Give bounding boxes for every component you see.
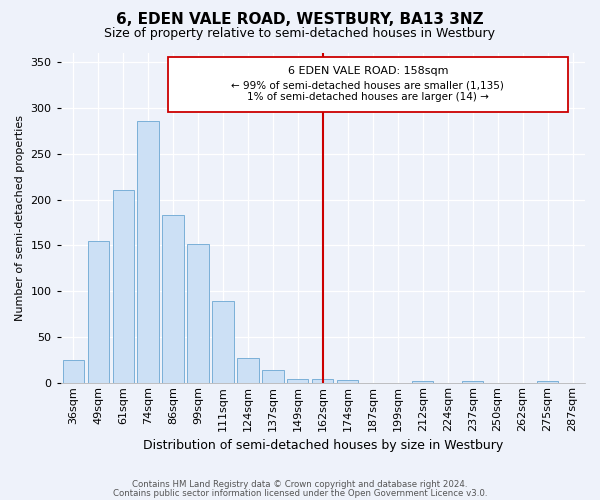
Bar — [137, 122, 159, 384]
Bar — [462, 382, 483, 384]
X-axis label: Distribution of semi-detached houses by size in Westbury: Distribution of semi-detached houses by … — [143, 440, 503, 452]
Text: Contains HM Land Registry data © Crown copyright and database right 2024.: Contains HM Land Registry data © Crown c… — [132, 480, 468, 489]
Text: Size of property relative to semi-detached houses in Westbury: Size of property relative to semi-detach… — [104, 28, 496, 40]
FancyBboxPatch shape — [168, 57, 568, 112]
Bar — [287, 378, 308, 384]
Text: 1% of semi-detached houses are larger (14) →: 1% of semi-detached houses are larger (1… — [247, 92, 489, 102]
Bar — [113, 190, 134, 384]
Bar — [88, 241, 109, 384]
Bar — [312, 378, 334, 384]
Text: 6 EDEN VALE ROAD: 158sqm: 6 EDEN VALE ROAD: 158sqm — [287, 66, 448, 76]
Bar — [412, 380, 433, 384]
Text: Contains public sector information licensed under the Open Government Licence v3: Contains public sector information licen… — [113, 489, 487, 498]
Y-axis label: Number of semi-detached properties: Number of semi-detached properties — [15, 115, 25, 321]
Bar — [187, 244, 209, 384]
Text: 6, EDEN VALE ROAD, WESTBURY, BA13 3NZ: 6, EDEN VALE ROAD, WESTBURY, BA13 3NZ — [116, 12, 484, 28]
Bar — [262, 370, 284, 384]
Bar — [163, 215, 184, 384]
Bar — [537, 382, 558, 384]
Bar — [337, 380, 358, 384]
Text: ← 99% of semi-detached houses are smaller (1,135): ← 99% of semi-detached houses are smalle… — [232, 80, 504, 90]
Bar — [212, 300, 233, 384]
Bar — [62, 360, 84, 384]
Bar — [238, 358, 259, 384]
